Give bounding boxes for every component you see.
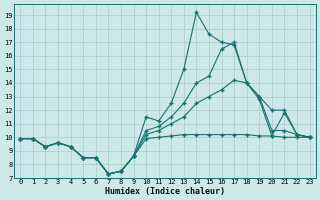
X-axis label: Humidex (Indice chaleur): Humidex (Indice chaleur) (105, 187, 225, 196)
